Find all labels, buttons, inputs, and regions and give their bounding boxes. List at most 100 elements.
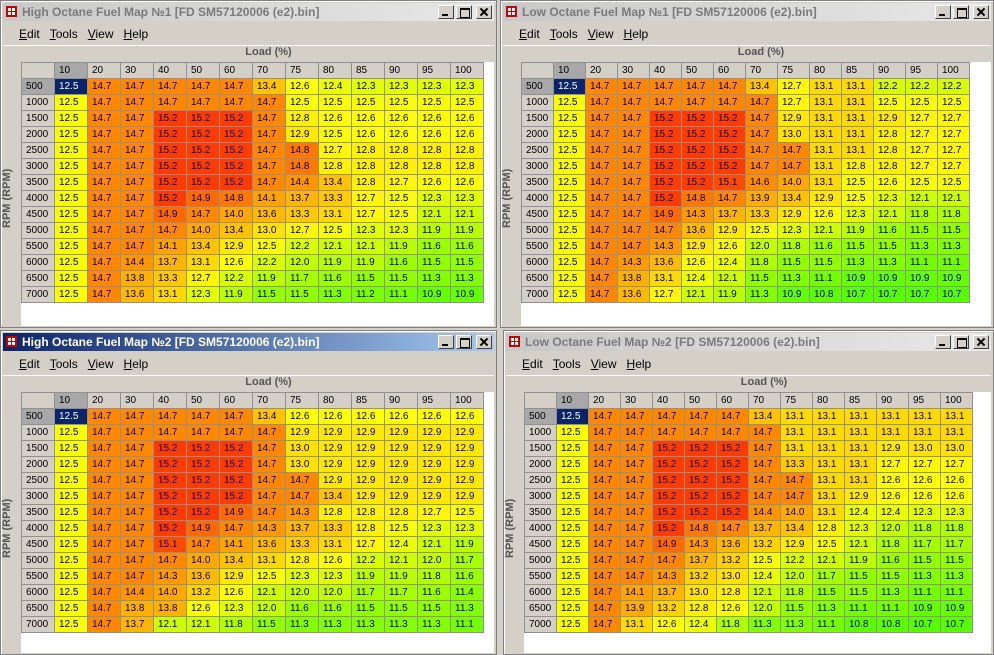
load-header[interactable]: 80	[318, 392, 352, 409]
fuel-cell[interactable]: 12.6	[450, 174, 484, 191]
fuel-cell[interactable]: 13.7	[748, 520, 781, 537]
fuel-cell[interactable]: 12.1	[384, 552, 418, 569]
load-header[interactable]: 10	[556, 392, 589, 409]
fuel-cell[interactable]: 10.7	[937, 286, 970, 303]
fuel-cell[interactable]: 14.7	[87, 206, 121, 223]
rpm-header[interactable]: 6000	[21, 584, 55, 601]
fuel-cell[interactable]: 15.1	[713, 174, 746, 191]
fuel-cell[interactable]: 14.7	[585, 254, 618, 271]
fuel-cell[interactable]: 13.0	[940, 440, 973, 457]
fuel-cell[interactable]: 11.5	[252, 616, 286, 633]
fuel-cell[interactable]: 12.6	[318, 552, 352, 569]
fuel-cell[interactable]: 12.9	[417, 472, 451, 489]
fuel-cell[interactable]: 12.5	[54, 110, 88, 127]
fuel-cell[interactable]: 13.2	[186, 584, 220, 601]
fuel-cell[interactable]: 10.7	[905, 286, 938, 303]
rpm-header[interactable]: 5000	[521, 222, 554, 239]
fuel-cell[interactable]: 14.9	[219, 504, 253, 521]
fuel-cell[interactable]: 11.8	[908, 520, 941, 537]
fuel-cell[interactable]: 12.6	[384, 110, 418, 127]
fuel-cell[interactable]: 13.1	[908, 424, 941, 441]
fuel-cell[interactable]: 15.2	[649, 174, 682, 191]
fuel-cell[interactable]: 14.7	[652, 408, 685, 425]
fuel-cell[interactable]: 13.7	[652, 584, 685, 601]
load-header[interactable]: 90	[384, 392, 418, 409]
fuel-cell[interactable]: 12.3	[450, 520, 484, 537]
fuel-cell[interactable]: 12.5	[553, 94, 586, 111]
load-header[interactable]: 70	[745, 62, 778, 79]
fuel-cell[interactable]: 12.3	[186, 286, 220, 303]
fuel-cell[interactable]: 10.8	[876, 616, 909, 633]
fuel-cell[interactable]: 15.2	[186, 158, 220, 175]
fuel-cell[interactable]: 11.1	[384, 286, 418, 303]
fuel-cell[interactable]: 14.7	[588, 536, 621, 553]
fuel-cell[interactable]: 14.7	[87, 190, 121, 207]
fuel-cell[interactable]: 12.7	[876, 456, 909, 473]
fuel-cell[interactable]: 15.2	[681, 158, 714, 175]
fuel-cell[interactable]: 11.3	[908, 568, 941, 585]
rpm-header[interactable]: 2000	[21, 126, 55, 143]
fuel-cell[interactable]: 11.2	[351, 286, 385, 303]
load-header[interactable]: 100	[937, 62, 970, 79]
fuel-cell[interactable]: 12.9	[384, 472, 418, 489]
load-header[interactable]: 80	[809, 62, 842, 79]
fuel-cell[interactable]: 10.8	[844, 616, 877, 633]
fuel-cell[interactable]: 13.1	[841, 126, 874, 143]
fuel-cell[interactable]: 14.7	[87, 504, 121, 521]
fuel-cell[interactable]: 12.9	[417, 440, 451, 457]
load-header[interactable]: 50	[186, 392, 220, 409]
fuel-cell[interactable]: 15.2	[219, 440, 253, 457]
fuel-cell[interactable]: 12.6	[940, 472, 973, 489]
fuel-cell[interactable]: 15.2	[186, 126, 220, 143]
fuel-cell[interactable]: 14.3	[684, 536, 717, 553]
fuel-cell[interactable]: 10.9	[777, 286, 810, 303]
fuel-cell[interactable]: 11.6	[417, 238, 451, 255]
fuel-cell[interactable]: 13.7	[285, 190, 319, 207]
fuel-cell[interactable]: 13.3	[285, 536, 319, 553]
fuel-cell[interactable]: 12.5	[54, 488, 88, 505]
fuel-cell[interactable]: 12.4	[713, 254, 746, 271]
rpm-header[interactable]: 3000	[524, 488, 557, 505]
fuel-cell[interactable]: 15.2	[684, 504, 717, 521]
fuel-cell[interactable]: 12.1	[417, 206, 451, 223]
fuel-cell[interactable]: 12.5	[556, 504, 589, 521]
fuel-cell[interactable]: 12.2	[351, 552, 385, 569]
menu-item[interactable]: Edit	[19, 357, 40, 371]
fuel-cell[interactable]: 11.8	[777, 238, 810, 255]
fuel-cell[interactable]: 14.0	[780, 504, 813, 521]
fuel-cell[interactable]: 11.6	[318, 600, 352, 617]
fuel-cell[interactable]: 15.2	[186, 488, 220, 505]
fuel-cell[interactable]: 12.8	[318, 504, 352, 521]
fuel-cell[interactable]: 11.3	[812, 600, 845, 617]
fuel-cell[interactable]: 12.5	[54, 286, 88, 303]
fuel-cell[interactable]: 11.5	[384, 600, 418, 617]
fuel-cell[interactable]: 12.7	[905, 142, 938, 159]
menu-item[interactable]: Help	[123, 27, 149, 41]
fuel-cell[interactable]: 12.8	[351, 520, 385, 537]
fuel-cell[interactable]: 14.7	[649, 94, 682, 111]
fuel-cell[interactable]: 11.1	[905, 254, 938, 271]
fuel-cell[interactable]: 14.7	[620, 504, 653, 521]
fuel-cell[interactable]: 15.2	[153, 142, 187, 159]
fuel-cell[interactable]: 15.2	[186, 440, 220, 457]
fuel-cell[interactable]: 12.7	[649, 286, 682, 303]
fuel-cell[interactable]: 14.7	[153, 552, 187, 569]
fuel-cell[interactable]: 12.5	[54, 536, 88, 553]
fuel-cell[interactable]: 14.7	[585, 158, 618, 175]
fuel-cell[interactable]: 15.2	[716, 488, 749, 505]
fuel-cell[interactable]: 11.3	[384, 616, 418, 633]
fuel-cell[interactable]: 14.7	[585, 126, 618, 143]
fuel-cell[interactable]: 14.7	[219, 520, 253, 537]
fuel-cell[interactable]: 14.7	[87, 142, 121, 159]
fuel-cell[interactable]: 15.2	[716, 504, 749, 521]
fuel-cell[interactable]: 11.3	[285, 616, 319, 633]
fuel-cell[interactable]: 12.8	[285, 552, 319, 569]
fuel-cell[interactable]: 14.7	[252, 158, 286, 175]
load-header[interactable]: 50	[186, 62, 220, 79]
fuel-cell[interactable]: 15.2	[153, 174, 187, 191]
fuel-cell[interactable]: 14.7	[617, 206, 650, 223]
load-header[interactable]: 75	[780, 392, 813, 409]
fuel-cell[interactable]: 12.5	[556, 440, 589, 457]
load-header[interactable]: 70	[252, 62, 286, 79]
fuel-cell[interactable]: 14.7	[617, 126, 650, 143]
